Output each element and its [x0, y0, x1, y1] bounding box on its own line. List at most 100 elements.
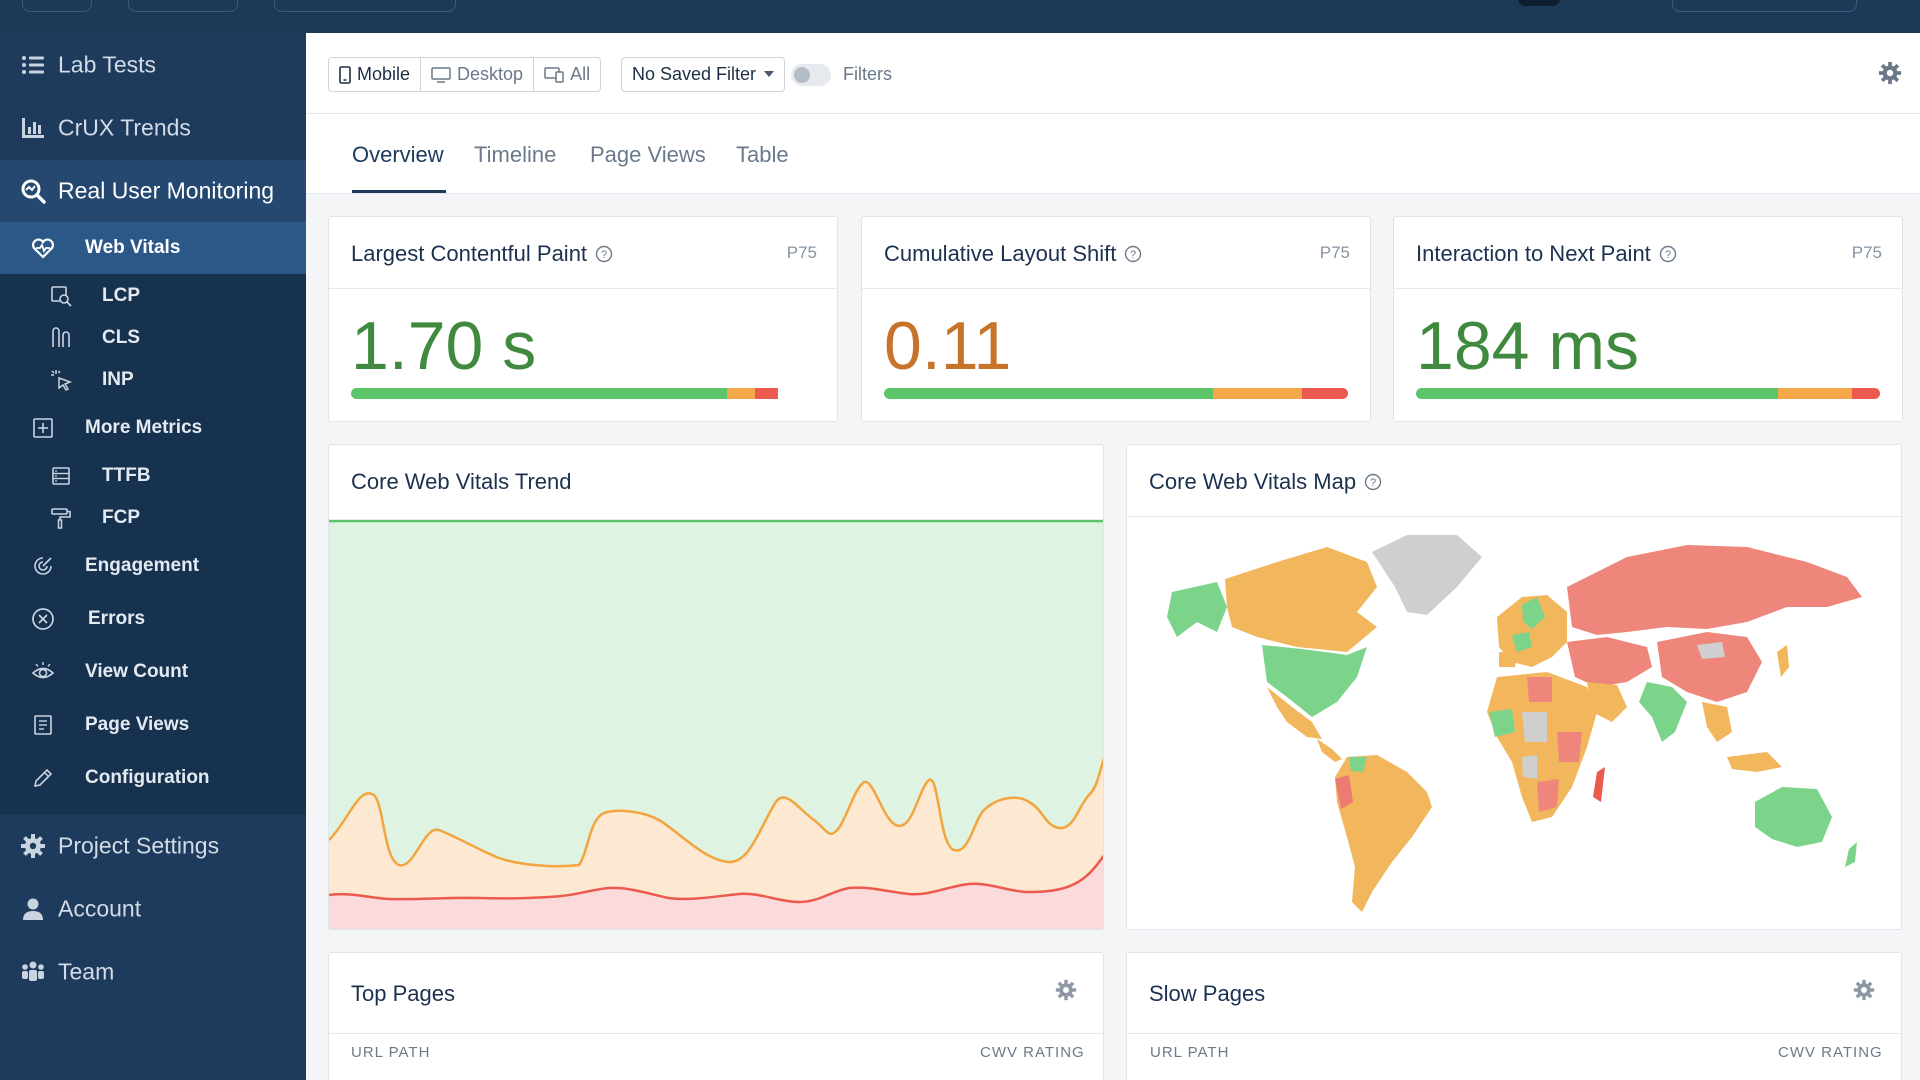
top-bar [0, 0, 1920, 33]
region-mongolia [1697, 642, 1725, 659]
sidebar-item-label: More Metrics [85, 417, 203, 438]
metric-title: Largest Contentful Paint [351, 241, 588, 266]
sidebar-item-lcp[interactable]: LCP [0, 275, 306, 317]
region-east-africa [1557, 732, 1582, 762]
needs-improvement-segment [1777, 388, 1853, 399]
sidebar-item-label: CrUX Trends [58, 114, 191, 141]
region-scandinavia [1522, 597, 1545, 629]
card-title: Interaction to Next Paint ? [1416, 241, 1677, 267]
region-libya [1527, 677, 1552, 702]
list-icon [20, 52, 46, 78]
shift-icon [48, 325, 74, 351]
top-bar-button[interactable] [128, 0, 238, 12]
sidebar-item-label: Real User Monitoring [58, 177, 275, 204]
help-icon[interactable]: ? [1364, 473, 1382, 491]
sidebar-item-real-user-monitoring[interactable]: Real User Monitoring [0, 160, 306, 222]
settings-gear-icon[interactable] [1878, 61, 1902, 85]
device-selector: Mobile Desktop All [328, 57, 602, 92]
sidebar-item-label: Account [58, 895, 142, 922]
filters-toggle[interactable] [791, 64, 831, 86]
tab-table[interactable]: Table [736, 142, 789, 167]
saved-filter-dropdown[interactable]: No Saved Filter [621, 57, 786, 92]
metric-card-cls: Cumulative Layout Shift ? P75 0.11 [861, 216, 1371, 422]
sidebar-item-fcp[interactable]: FCP [0, 497, 306, 539]
card-title: Largest Contentful Paint ? [351, 241, 613, 267]
distribution-bar [884, 388, 1348, 399]
sidebar-item-web-vitals[interactable]: Web Vitals [0, 222, 306, 274]
sidebar-item-lab-tests[interactable]: Lab Tests [0, 34, 306, 96]
poor-segment [754, 388, 778, 399]
region-colombia [1349, 757, 1367, 772]
sidebar-item-page-views[interactable]: Page Views [0, 699, 306, 751]
column-header-url-path[interactable]: URL PATH [351, 1044, 431, 1061]
region-indonesia [1727, 752, 1782, 772]
filter-bar: Mobile Desktop All No Saved Filter Filte… [306, 33, 1920, 114]
saved-filter-value: No Saved Filter [632, 64, 757, 84]
sidebar-item-cls[interactable]: CLS [0, 317, 306, 359]
sidebar-item-inp[interactable]: INP [0, 359, 306, 401]
sidebar-item-configuration[interactable]: Configuration [0, 752, 306, 804]
card-header: Slow Pages [1127, 953, 1901, 1034]
device-mobile-button[interactable]: Mobile [329, 58, 422, 91]
sidebar-item-errors[interactable]: Errors [0, 593, 306, 645]
top-bar-button[interactable] [22, 0, 92, 12]
devices-icon [544, 66, 564, 83]
sidebar-item-team[interactable]: Team [0, 941, 306, 1003]
device-all-button[interactable]: All [534, 58, 600, 91]
sidebar-item-more-metrics[interactable]: More Metrics [0, 402, 306, 454]
region-mexico [1267, 687, 1322, 739]
region-africa [1487, 672, 1597, 822]
good-segment [351, 388, 727, 399]
gear-icon [20, 833, 46, 859]
sidebar-item-label: Web Vitals [85, 237, 181, 258]
map-card: Core Web Vitals Map ? [1126, 444, 1902, 930]
top-bar-button[interactable] [1672, 0, 1857, 12]
gear-icon[interactable] [1055, 979, 1077, 1001]
paint-roller-icon [48, 505, 74, 531]
document-icon [30, 712, 56, 738]
bar-chart-icon [20, 115, 46, 141]
metric-card-inp: Interaction to Next Paint ? P75 184 ms [1393, 216, 1903, 422]
needs-improvement-line [329, 757, 1103, 868]
x-circle-icon [30, 606, 56, 632]
region-angola [1522, 755, 1537, 779]
sidebar-item-account[interactable]: Account [0, 878, 306, 940]
good-segment [884, 388, 1214, 399]
distribution-bar [351, 388, 815, 399]
column-header-cwv-rating[interactable]: CWV RATING [980, 1044, 1085, 1061]
search-icon [20, 178, 46, 204]
tab-timeline[interactable]: Timeline [474, 142, 557, 167]
percentile-label: P75 [786, 243, 817, 262]
top-bar-button[interactable] [274, 0, 456, 12]
device-label: Mobile [357, 64, 411, 84]
card-header: Largest Contentful Paint ? P75 [329, 217, 837, 289]
region-central-asia [1567, 637, 1652, 687]
plus-square-icon [30, 415, 56, 441]
sidebar-item-project-settings[interactable]: Project Settings [0, 815, 306, 877]
sidebar-item-engagement[interactable]: Engagement [0, 540, 306, 592]
sidebar-item-view-count[interactable]: View Count [0, 646, 306, 698]
tab-overview[interactable]: Overview [352, 142, 444, 167]
help-icon[interactable]: ? [595, 245, 613, 263]
help-icon[interactable]: ? [1659, 245, 1677, 263]
region-west-africa [1489, 709, 1515, 737]
card-title: Core Web Vitals Map ? [1149, 469, 1382, 495]
sidebar-item-label: TTFB [102, 465, 151, 486]
poor-area [329, 856, 1103, 929]
sidebar-item-label: Engagement [85, 555, 200, 576]
tab-page-views[interactable]: Page Views [590, 142, 706, 167]
column-header-url-path[interactable]: URL PATH [1150, 1044, 1230, 1061]
desktop-icon [431, 66, 451, 83]
card-header: Core Web Vitals Trend [329, 445, 1103, 520]
sidebar: Lab Tests CrUX Trends Real User Monitori… [0, 33, 306, 1080]
sidebar-item-crux-trends[interactable]: CrUX Trends [0, 97, 306, 159]
help-icon[interactable]: ? [1124, 245, 1142, 263]
mobile-icon [339, 65, 351, 84]
column-header-cwv-rating[interactable]: CWV RATING [1778, 1044, 1883, 1061]
region-se-asia [1702, 702, 1732, 742]
sidebar-item-label: FCP [102, 507, 140, 528]
device-desktop-button[interactable]: Desktop [421, 58, 535, 91]
sidebar-item-ttfb[interactable]: TTFB [0, 455, 306, 497]
gear-icon[interactable] [1853, 979, 1875, 1001]
top-bar-toggle[interactable] [1518, 0, 1560, 6]
